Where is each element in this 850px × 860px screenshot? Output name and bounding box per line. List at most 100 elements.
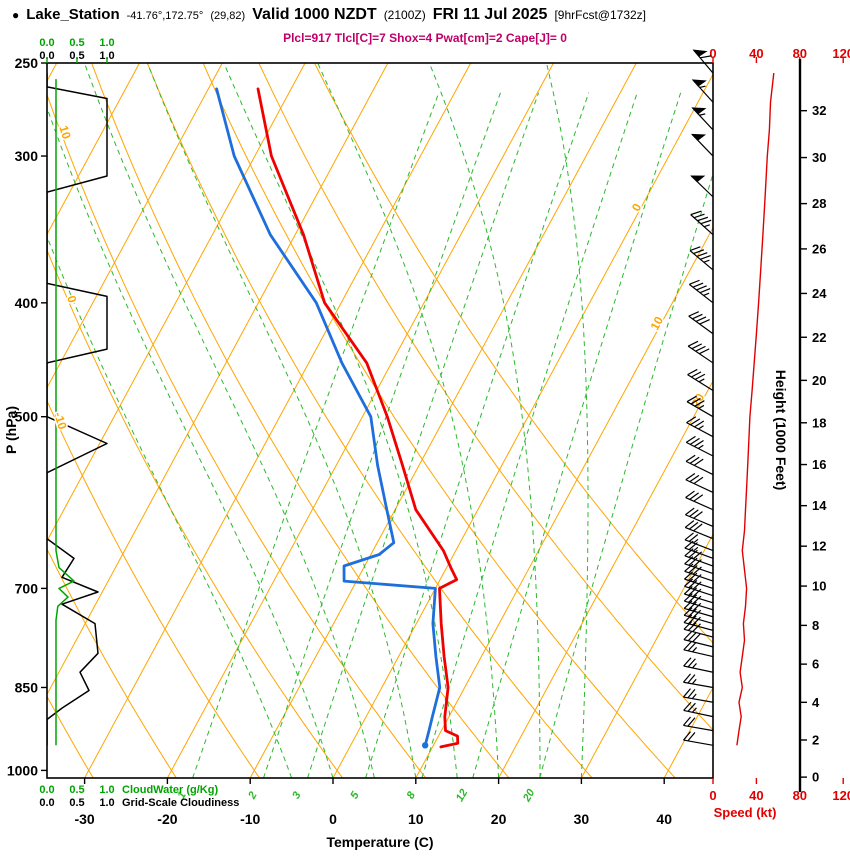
height-tick-label: 32: [812, 103, 826, 118]
wind-barb-feather: [688, 601, 697, 611]
wind-barb-feather: [697, 216, 709, 222]
wind-barb-feather: [693, 213, 705, 219]
dry-adiabat-line: [314, 63, 713, 644]
wind-barb-staff: [683, 681, 714, 689]
wind-barb-feather: [689, 492, 699, 500]
wind-barb-feather: [692, 616, 701, 626]
profile-layer: [47, 73, 460, 749]
sounding-parameters: Plcl=917 Tlcl[C]=7 Shox=4 Pwat[cm]=2 Cap…: [283, 31, 567, 45]
height-tick-label: 12: [812, 539, 826, 554]
speed-tick-label-bottom: 40: [749, 788, 763, 803]
wind-barb-feather: [688, 579, 698, 589]
wind-barb-staff: [685, 441, 714, 457]
wind-barb-feather: [682, 688, 691, 698]
height-tick-label: 0: [812, 770, 819, 785]
wind-barb-halffeather: [692, 707, 697, 713]
speed-tick-label-top: 120: [832, 46, 850, 61]
pressure-tick-label: 250: [15, 55, 39, 71]
pressure-tick-label: 700: [15, 580, 39, 596]
height-tick-label: 18: [812, 415, 826, 430]
wind-barb-staff: [684, 593, 714, 604]
wind-barb-halffeather: [691, 678, 697, 685]
valid-date: FRI 11 Jul 2025: [432, 6, 548, 23]
wind-barb-halffeather: [697, 444, 704, 449]
wind-barb-halffeather: [692, 647, 698, 653]
cloud-scale-top-label: 0.0: [39, 50, 54, 62]
wind-barb-feather: [700, 254, 711, 260]
wind-barb-halffeather: [698, 378, 705, 383]
height-tick-label: 22: [812, 330, 826, 345]
wind-barb-feather: [688, 587, 698, 596]
height-tick-label: 10: [812, 579, 826, 594]
wind-barb-feather: [692, 595, 702, 605]
isotherm-line: [84, 63, 472, 778]
wind-barb-feather: [683, 614, 693, 624]
temperature-tick-label: 40: [656, 811, 672, 827]
wind-barb-feather: [683, 621, 693, 630]
wind-barb-feather: [683, 701, 692, 711]
wind-barb-feather: [692, 588, 702, 598]
cloudiness-axis-title: Grid-Scale Cloudiness: [122, 797, 239, 809]
wind-barb-feather: [689, 509, 699, 517]
wind-barb-feather: [688, 521, 699, 530]
wind-barb-feather: [690, 397, 701, 405]
isotherm-line: [580, 533, 713, 778]
wind-barb-feather: [699, 348, 710, 355]
wind-barb-halffeather: [699, 85, 706, 88]
wind-barb-feather: [692, 313, 703, 320]
wind-barb-feather: [688, 311, 700, 317]
wind-barb-feather: [694, 420, 705, 428]
moist-adiabat-line: [546, 63, 589, 778]
wind-barb-feather: [693, 511, 703, 519]
dry-adiabat-line: [47, 695, 94, 778]
moist-adiabat-line: [317, 63, 500, 778]
forecast-info: [9hrFcst@1732z]: [554, 8, 647, 22]
height-tick-label: 28: [812, 196, 826, 211]
overlay-layer: 1 2 3 5 8 12 2001020-1001025030040050070085010…: [7, 37, 850, 827]
mixing-ratio-line: [307, 92, 540, 778]
wind-barb-feather: [699, 319, 710, 325]
wind-barb-feather: [684, 532, 694, 541]
dry-adiabat-label: -10: [51, 410, 70, 431]
mixing-ratio-label: 2: [246, 790, 260, 802]
wind-barb-pennant: [692, 49, 708, 57]
wind-barb-pennant: [691, 107, 707, 115]
wind-barb-feather: [695, 345, 706, 352]
speed-tick-label-bottom: 120: [832, 788, 850, 803]
wind-barb-feather: [687, 689, 696, 699]
wind-barb-halffeather: [699, 113, 706, 116]
wind-barb-feather: [700, 55, 712, 59]
wind-barb-feather: [682, 731, 691, 741]
wind-barb-staff: [684, 600, 714, 611]
wind-barb-feather: [693, 494, 704, 502]
wind-barb-feather: [689, 474, 700, 483]
wind-barb-feather: [689, 456, 700, 464]
mixing-ratio-label: 5: [348, 789, 362, 801]
wind-barb-feather: [688, 549, 698, 558]
wind-barb-feather: [692, 574, 702, 583]
isotherm-line: [498, 379, 713, 778]
pressure-tick-label: 400: [15, 295, 39, 311]
cloud-scale-top-label: 0.5: [69, 37, 84, 49]
wind-barb-feather: [683, 657, 692, 667]
isotherm-line: [415, 226, 713, 778]
wind-barb-feather: [685, 435, 696, 443]
wind-barb-feather: [700, 219, 712, 225]
valid-time-z: (2100Z): [383, 8, 426, 22]
wind-barb-staff: [683, 739, 714, 746]
wind-barb-feather: [687, 702, 696, 712]
wind-barb-feather: [687, 658, 696, 668]
speed-tick-label-top: 40: [749, 46, 763, 61]
wind-barb-feather: [693, 476, 704, 485]
plot-frame: [46, 62, 714, 779]
wind-speed-profile: [736, 73, 775, 746]
wind-barb-feather: [694, 400, 705, 407]
mixing-ratio-line: [263, 92, 501, 778]
wind-barb-feather: [688, 534, 699, 542]
mixing-ratio-label: 8: [405, 789, 419, 801]
wind-barb-feather: [684, 520, 695, 528]
dewpoint-surface-dot: [421, 742, 429, 749]
height-tick-label: 2: [812, 732, 819, 747]
temperature-tick-label: -20: [157, 811, 177, 827]
pressure-axis-title: P (hPa): [3, 406, 19, 454]
